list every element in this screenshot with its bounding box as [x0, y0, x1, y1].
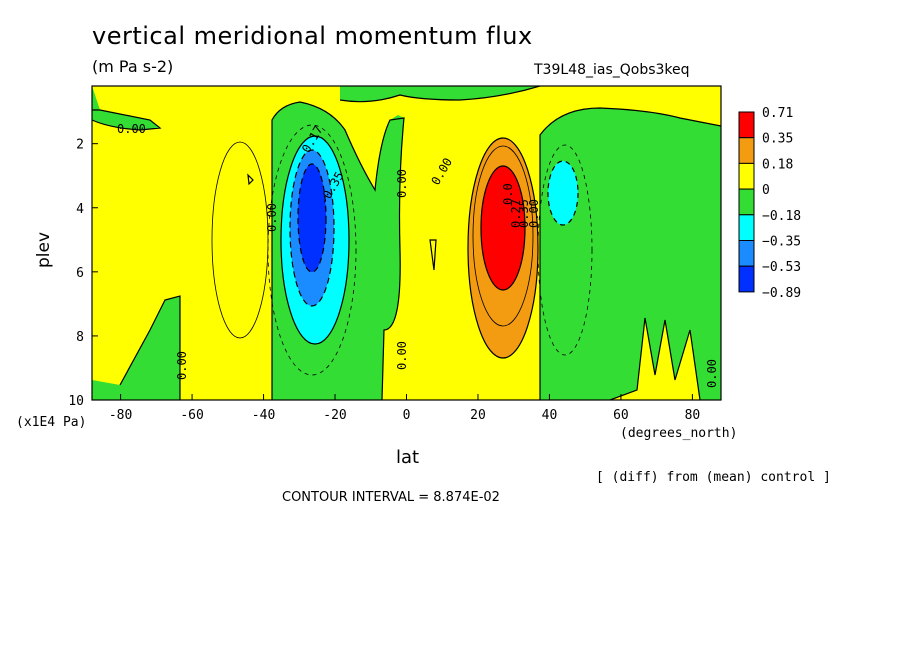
contour-label: 0.00: [117, 122, 146, 136]
colorbar-label: 0.18: [762, 157, 793, 172]
contour-label: 0.0: [501, 183, 515, 205]
x-axis-label: lat: [396, 447, 420, 468]
colorbar-label: 0.71: [762, 106, 793, 121]
y-tick-label: 6: [76, 266, 84, 281]
y-tick-label: 4: [76, 202, 84, 217]
colorbar-swatch: [738, 111, 755, 139]
contour-label: 0.00: [175, 351, 189, 380]
contour-lines: [92, 86, 721, 400]
contour-label: 0.35: [517, 199, 531, 228]
colorbar-swatch: [738, 240, 755, 267]
diff-note: [ (diff) from (mean) control ]: [596, 470, 831, 485]
x-tick-label: 40: [542, 408, 558, 423]
colorbar-label: 0: [762, 183, 770, 198]
field-green-southwest: [92, 296, 180, 400]
chart-title: vertical meridional momentum flux: [92, 22, 533, 50]
colorbar-swatch: [738, 137, 755, 164]
x-tick-label: -40: [252, 408, 275, 423]
y-tick-label: 10: [68, 394, 84, 409]
x-tick-label: -20: [323, 408, 346, 423]
chart-units: (m Pa s-2): [92, 57, 174, 76]
x-tick-label: 60: [613, 408, 629, 423]
colorbar-label: 0.35: [762, 132, 793, 147]
y-axis-ticks: 2 4 6 8 10: [68, 138, 98, 409]
x-tick-label: 80: [685, 408, 701, 423]
y-axis-label: plev: [34, 231, 55, 269]
x-tick-label: 20: [470, 408, 486, 423]
contour-label: 0.00: [705, 359, 719, 388]
field-green-north: [540, 108, 721, 400]
colorbar-label: −0.89: [762, 286, 801, 301]
y-axis-unit: (x1E4 Pa): [16, 415, 87, 430]
x-axis-unit: (degrees_north): [620, 426, 738, 441]
field-deep-blue: [298, 164, 326, 272]
colorbar-swatch: [738, 188, 755, 216]
x-tick-label: -60: [180, 408, 203, 423]
contour-label: 0.00: [527, 199, 541, 228]
x-tick-label: -80: [109, 408, 132, 423]
y-tick-label: 8: [76, 330, 84, 345]
x-tick-label: 0: [403, 408, 411, 423]
colorbar-swatch: [738, 265, 755, 293]
contour-label: 0.00: [265, 203, 279, 232]
colorbar-label: −0.18: [762, 209, 801, 224]
contour-label: 0.27: [509, 199, 523, 228]
colorbar: 0.71 0.35 0.18 0 −0.18 −0.35 −0.53 −0.89: [738, 106, 801, 301]
y-tick-label: 2: [76, 138, 84, 153]
run-id: T39L48_ias_Qobs3keq: [534, 62, 690, 78]
colorbar-swatch: [738, 214, 755, 242]
x-axis-ticks: -80 -60 -40 -20 0 20 40 60 80: [109, 394, 700, 423]
field-red: [481, 166, 525, 290]
field-cyan-north: [548, 161, 578, 225]
colorbar-label: −0.53: [762, 260, 801, 275]
contour-label: 0.00: [395, 169, 409, 198]
contour-interval: CONTOUR INTERVAL = 8.874E-02: [282, 490, 500, 505]
colorbar-swatch: [738, 162, 755, 190]
contour-label: 0.00: [395, 341, 409, 370]
colorbar-label: −0.35: [762, 235, 801, 250]
